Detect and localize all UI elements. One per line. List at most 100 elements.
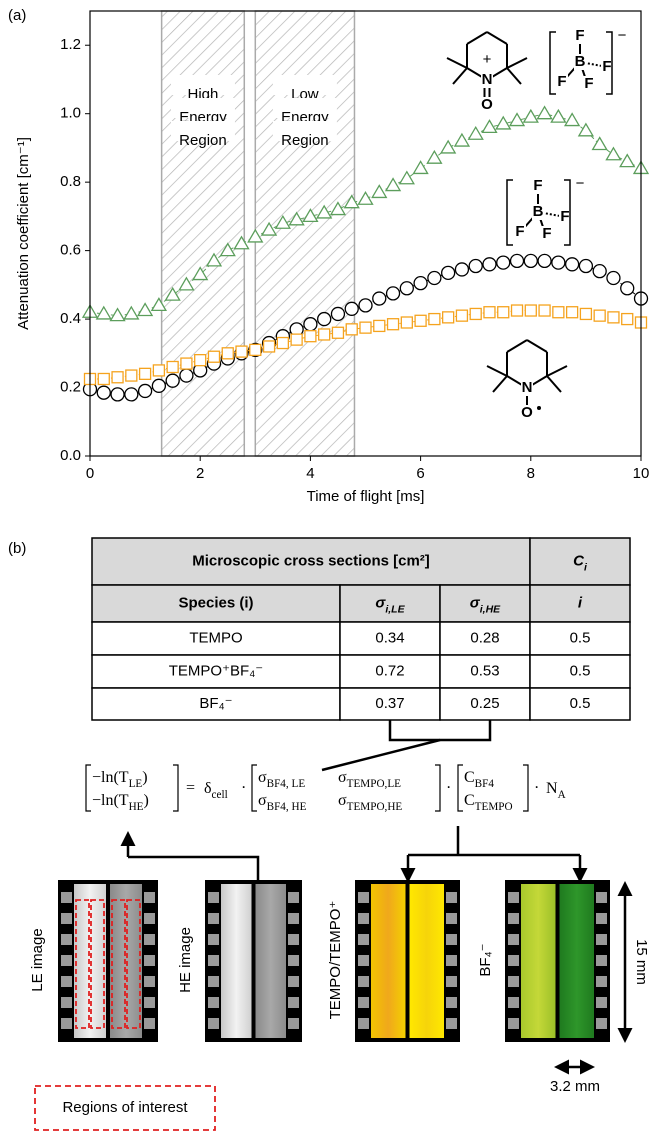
charge: − bbox=[576, 175, 585, 192]
y-tick-label: 0.6 bbox=[60, 242, 81, 259]
film-notch bbox=[144, 997, 155, 1008]
film-notch bbox=[596, 892, 607, 903]
connector bbox=[128, 857, 258, 880]
film-notch bbox=[208, 997, 219, 1008]
panel-label: (b) bbox=[8, 540, 26, 557]
film-notch bbox=[144, 1018, 155, 1029]
data-point bbox=[305, 331, 316, 342]
data-point bbox=[387, 287, 400, 300]
data-point bbox=[167, 362, 178, 373]
data-point bbox=[442, 266, 455, 279]
atom-label: F bbox=[557, 73, 566, 90]
bond bbox=[493, 376, 507, 392]
panel-label: (a) bbox=[8, 7, 26, 24]
data-point bbox=[551, 110, 565, 122]
atom-label: F bbox=[575, 27, 584, 44]
table-value: 0.5 bbox=[570, 695, 591, 712]
data-point bbox=[622, 314, 633, 325]
data-point bbox=[166, 374, 179, 387]
scale-label: 15 mm bbox=[633, 939, 650, 985]
atom-label: F bbox=[542, 225, 551, 242]
film-notch bbox=[144, 976, 155, 987]
equation-sign: · bbox=[446, 780, 451, 797]
data-point bbox=[222, 348, 233, 359]
atom-label: F bbox=[533, 177, 542, 194]
atom-label: F bbox=[602, 58, 611, 75]
equation-term: σBF4, HE bbox=[258, 792, 307, 813]
film-notch bbox=[358, 892, 369, 903]
data-point bbox=[125, 388, 138, 401]
data-point bbox=[525, 305, 536, 316]
radiograph bbox=[205, 880, 302, 1042]
image-label: LE image bbox=[29, 928, 46, 991]
film-strip bbox=[256, 884, 287, 1038]
table-value: 0.28 bbox=[470, 629, 499, 646]
connector bbox=[408, 826, 580, 855]
film-notch bbox=[144, 892, 155, 903]
data-point bbox=[414, 161, 428, 173]
atom-label: F bbox=[560, 208, 569, 225]
data-point bbox=[579, 260, 592, 273]
equation-term-part: BF4, LE bbox=[267, 778, 306, 790]
data-point bbox=[388, 319, 399, 330]
data-point bbox=[593, 138, 607, 150]
data-point bbox=[360, 322, 371, 333]
y-tick-label: 1.0 bbox=[60, 105, 81, 122]
data-point bbox=[579, 124, 593, 136]
equation-term: −ln(TLE) bbox=[92, 769, 148, 790]
x-tick-label: 4 bbox=[306, 465, 314, 482]
film-notch bbox=[446, 892, 457, 903]
data-point bbox=[304, 318, 317, 331]
bond bbox=[447, 58, 467, 68]
film-notch bbox=[61, 955, 72, 966]
table-header: Species (i) bbox=[178, 594, 253, 611]
data-point bbox=[456, 310, 467, 321]
table-value: 0.25 bbox=[470, 695, 499, 712]
film-notch bbox=[446, 1018, 457, 1029]
equation-term-part: C bbox=[464, 769, 475, 786]
data-point bbox=[552, 256, 565, 269]
data-point bbox=[483, 258, 496, 271]
page: (a) (b) HighEnergyRegionLowEnergyRegion0… bbox=[0, 0, 652, 1138]
equation-term-part: ) bbox=[144, 792, 149, 809]
data-point bbox=[414, 277, 427, 290]
bond bbox=[453, 68, 467, 84]
atom-label: O bbox=[521, 404, 533, 421]
data-point bbox=[112, 372, 123, 383]
film-notch bbox=[596, 934, 607, 945]
film-notch bbox=[596, 997, 607, 1008]
data-point bbox=[497, 256, 510, 269]
equation-term-part: TEMPO,HE bbox=[347, 801, 403, 813]
film-notch bbox=[288, 976, 299, 987]
data-point bbox=[400, 172, 414, 184]
film-notch bbox=[288, 913, 299, 924]
data-point bbox=[593, 265, 606, 278]
data-point bbox=[606, 148, 620, 160]
equation-term-part: −ln(T bbox=[92, 769, 129, 786]
atom-label: B bbox=[533, 203, 544, 220]
data-point bbox=[332, 327, 343, 338]
data-point bbox=[553, 307, 564, 318]
data-point bbox=[386, 179, 400, 191]
film-notch bbox=[208, 976, 219, 987]
film-notch bbox=[596, 1018, 607, 1029]
film-strip bbox=[74, 884, 106, 1038]
film-notch bbox=[288, 934, 299, 945]
image-label: TEMPO/TEMPO⁺ bbox=[327, 901, 344, 1020]
table-value: 0.5 bbox=[570, 629, 591, 646]
film-frame bbox=[355, 880, 460, 1042]
data-point bbox=[181, 358, 192, 369]
equation-term-part: N bbox=[546, 780, 558, 797]
data-point bbox=[538, 107, 552, 119]
film-notch bbox=[508, 955, 519, 966]
equation: −ln(TLE)−ln(THE)=δcell·σBF4, LEσTEMPO,LE… bbox=[86, 765, 566, 813]
data-point bbox=[498, 307, 509, 318]
image-label: HE image bbox=[177, 927, 194, 993]
x-tick-label: 6 bbox=[416, 465, 424, 482]
x-tick-label: 8 bbox=[527, 465, 535, 482]
table-value: 0.72 bbox=[375, 662, 404, 679]
film-notch bbox=[208, 1018, 219, 1029]
species-name: TEMPO⁺BF₄⁻ bbox=[169, 662, 263, 679]
equation-term: CTEMPO bbox=[464, 792, 513, 813]
atom-label: N bbox=[482, 71, 493, 88]
